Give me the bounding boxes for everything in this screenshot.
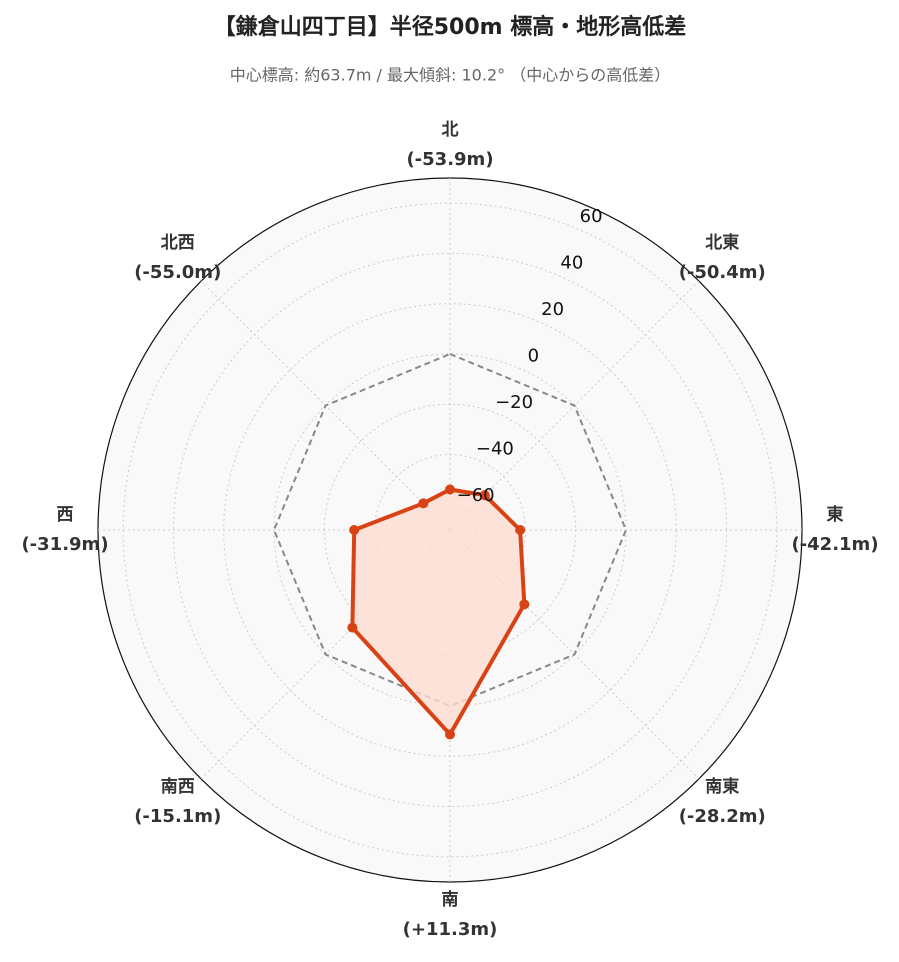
category-label: 東 (827, 504, 844, 525)
category-label: 北 (442, 120, 459, 140)
chart-title: 【鎌倉山四丁目】半径500m 標高・地形高低差 (214, 14, 687, 40)
category-label: 北西 (161, 233, 195, 253)
data-point (418, 498, 429, 509)
value-label: (-15.1m) (134, 806, 221, 827)
r-tick-label: −60 (457, 485, 495, 506)
r-tick-label: −20 (495, 392, 533, 413)
r-tick-label: 60 (580, 206, 603, 227)
category-label: 南東 (705, 776, 739, 797)
category-label: 南 (442, 889, 459, 910)
category-label: 北東 (705, 232, 739, 253)
data-point (519, 599, 530, 610)
category-label: 西 (57, 505, 74, 525)
data-point (445, 484, 455, 495)
r-tick-label: 40 (560, 252, 583, 273)
category-label: 南西 (161, 776, 195, 797)
value-label: (-31.9m) (21, 534, 108, 555)
data-point (445, 729, 455, 740)
value-label: (-28.2m) (679, 806, 766, 827)
value-label: (-42.1m) (791, 534, 878, 555)
value-label: (-50.4m) (679, 262, 766, 283)
value-label: (-53.9m) (406, 149, 493, 170)
chart-subtitle: 中心標高: 約63.7m / 最大傾斜: 10.2° （中心からの高低差） (230, 66, 670, 85)
data-point (347, 622, 358, 633)
data-point (479, 490, 490, 501)
value-label: (+11.3m) (403, 919, 498, 940)
r-tick-label: 0 (528, 345, 539, 366)
value-label: (-55.0m) (134, 262, 221, 283)
r-tick-label: −40 (476, 438, 514, 459)
r-tick-label: 20 (541, 299, 564, 320)
data-point (515, 525, 526, 535)
data-point (349, 525, 360, 535)
